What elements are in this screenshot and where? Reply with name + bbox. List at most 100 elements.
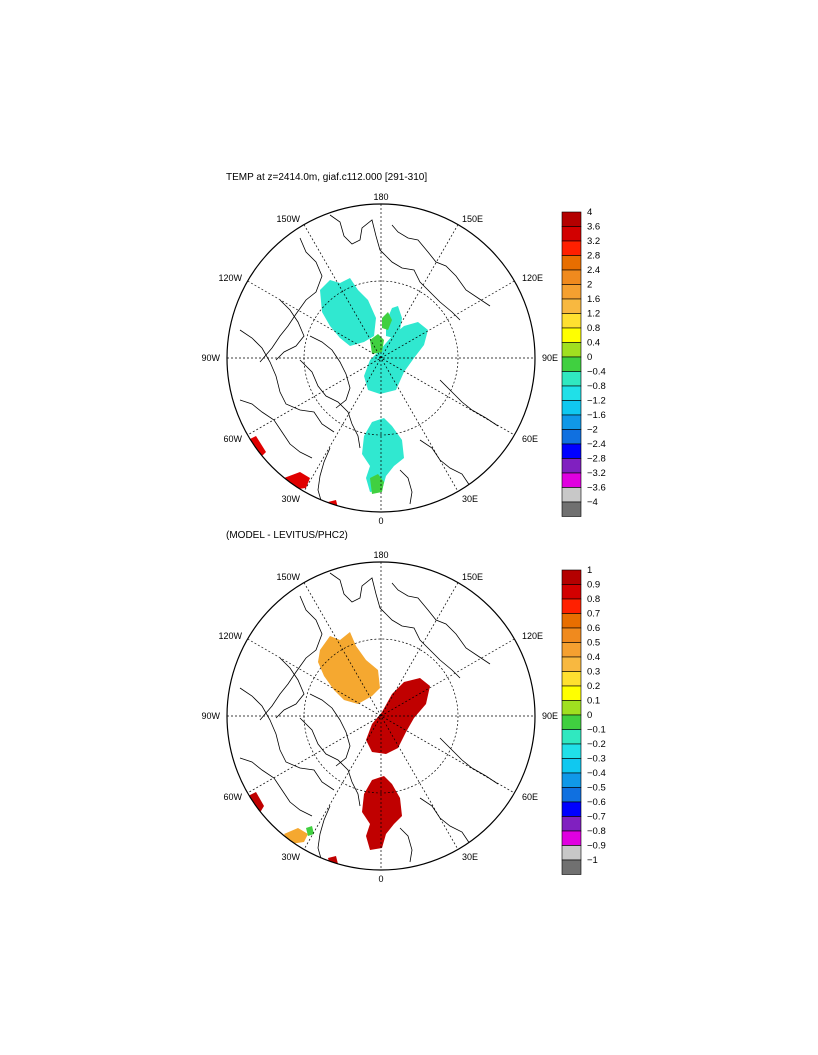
panel-1-lon-0: 0 [378,516,383,526]
colorbar-swatch [561,226,582,242]
panel-2-data-fields [248,632,430,866]
colorbar-label: −3.2 [587,468,606,479]
colorbar-swatch [561,816,582,832]
panel-2-coastlines [239,572,499,863]
panel-2-lon-150e: 150E [462,572,483,582]
colorbar-label: −0.8 [587,826,606,837]
panel-1-green-field-2 [382,312,392,330]
panel-2-orange-corner [284,828,308,844]
panel-2-lon-30e: 30E [462,852,478,862]
colorbar-label: 0.2 [587,681,600,692]
panel-2-map: 180 150E 120E 90E 60E 30E 0 30W 60W 90W … [201,550,606,884]
panel-1-lon-120w: 120W [218,273,242,283]
colorbar-label: 3.2 [587,236,600,247]
colorbar-swatch [561,613,582,629]
colorbar-label: 0.4 [587,338,600,349]
panel-1-lon-120e: 120E [522,273,543,283]
panel-2-orange-field [318,632,380,704]
colorbar-swatch [561,729,582,745]
panel-2-lon-30w: 30W [281,852,300,862]
colorbar-label: −1.2 [587,396,606,407]
colorbar-swatch [561,671,582,687]
colorbar-swatch [561,627,582,643]
colorbar-label: −4 [587,497,598,508]
colorbar-swatch [561,414,582,430]
colorbar-swatch [561,598,582,614]
colorbar-label: 0.5 [587,638,600,649]
colorbar-label: 1 [587,565,592,576]
colorbar-swatch [561,859,582,875]
colorbar-label: 2 [587,280,592,291]
panel-2-darkred-corner [248,792,264,816]
colorbar-swatch [561,487,582,503]
colorbar-swatch [561,385,582,401]
colorbar-swatch [561,656,582,672]
panel-1-coastlines [239,214,499,505]
panel-2-colorbar: 1 0.9 0.8 0.7 0.6 0.5 0.4 0.3 0.2 0.1 0 −0.1 −0.2 −0.… [561,565,606,875]
colorbar-swatch [561,298,582,314]
colorbar-swatch [561,787,582,803]
colorbar-swatch [561,642,582,658]
colorbar-swatch [561,501,582,517]
colorbar-label: 2.4 [587,265,600,276]
colorbar-swatch [561,743,582,759]
colorbar-label: 0.6 [587,623,600,634]
colorbar-label: 0.9 [587,580,600,591]
colorbar-swatch [561,472,582,488]
panel-2-red-field-south [362,776,402,850]
panel-1-title: TEMP at z=2414.0m, giaf.c112.000 [291-31… [226,172,428,183]
colorbar-swatch [561,342,582,358]
colorbar-swatch [561,772,582,788]
panel-1-green-field-1 [370,334,384,354]
colorbar-swatch [561,801,582,817]
panel-2-lon-90e: 90E [542,711,558,721]
panel-2-lon-120w: 120W [218,631,242,641]
panel-2-map-boundary [226,561,536,871]
colorbar-label: −0.7 [587,812,606,823]
colorbar-label: 0.7 [587,609,600,620]
colorbar-swatch [561,700,582,716]
panel-1-lon-90w: 90W [201,353,220,363]
colorbar-label: 0 [587,710,592,721]
panel-2-lon-60w: 60W [223,792,242,802]
colorbar-swatch [561,356,582,372]
panel-1-map-boundary [226,203,536,513]
colorbar-label: 0.1 [587,696,600,707]
panel-2-lon-180: 180 [373,550,388,560]
colorbar-label: 1.6 [587,294,600,305]
panel-1-cyan-field-west [320,278,376,346]
panel-1-green-field-3 [370,474,384,494]
colorbar-swatch [561,845,582,861]
colorbar-label: 3.6 [587,222,600,233]
panel-1-lon-60e: 60E [522,434,538,444]
colorbar-label: −0.5 [587,783,606,794]
colorbar-swatch [561,443,582,459]
panel-2-lon-150w: 150W [276,572,300,582]
colorbar-label: −0.6 [587,797,606,808]
panel-1-lon-180: 180 [373,192,388,202]
colorbar-swatch [561,584,582,600]
colorbar-swatch [561,830,582,846]
colorbar-swatch [561,240,582,256]
colorbar-swatch [561,371,582,387]
panel-2-green-corner [306,826,314,836]
panel-1-lon-30w: 30W [281,494,300,504]
colorbar-swatch [561,284,582,300]
panel-1-data-fields [248,278,428,510]
colorbar-label: 2.8 [587,251,600,262]
colorbar-label: −0.3 [587,754,606,765]
colorbar-label: −2.4 [587,439,606,450]
colorbar-label: −0.8 [587,381,606,392]
colorbar-label: −2.8 [587,454,606,465]
panel-1-cyan-field-south [362,418,404,492]
panel-1-map: 180 150E 120E 90E 60E 30E 0 30W 60W 90W … [201,192,606,526]
colorbar-label: 0.8 [587,594,600,605]
colorbar-swatch [561,429,582,445]
panel-1-colorbar: 4 3.6 3.2 2.8 2.4 2 1.6 1.2 0.8 0.4 0 −0.4 −0.8 −1.2 −… [561,207,606,517]
colorbar-label: −2 [587,425,598,436]
panel-2-lon-0: 0 [378,874,383,884]
colorbar-label: 0.4 [587,652,600,663]
colorbar-label: −0.1 [587,725,606,736]
colorbar-label: −0.4 [587,768,606,779]
colorbar-swatch [561,714,582,730]
